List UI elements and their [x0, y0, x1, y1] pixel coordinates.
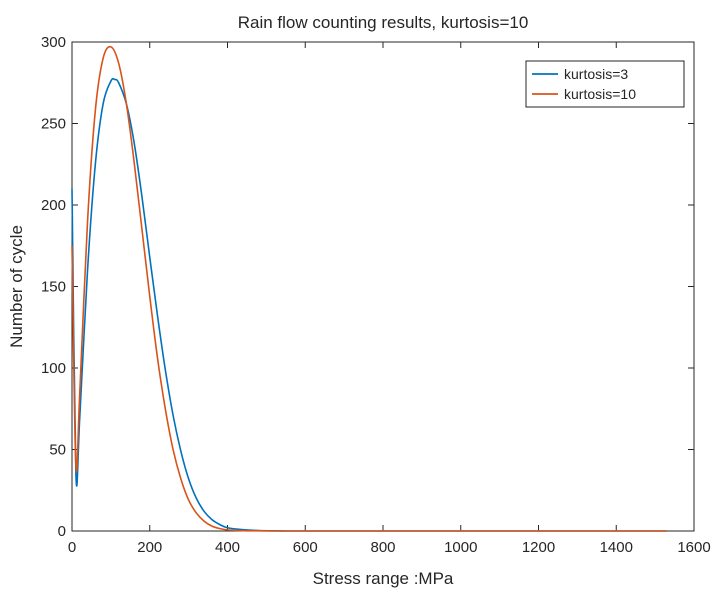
x-tick-label: 0 [68, 539, 76, 556]
legend-label-1: kurtosis=3 [564, 66, 628, 82]
chart-title: Rain flow counting results, kurtosis=10 [238, 13, 529, 32]
y-axis-title: Number of cycle [7, 225, 26, 348]
y-tick-label: 250 [41, 116, 66, 133]
plot-area: 0 200 400 600 800 1000 1200 1400 1600 0 50 100 150 20… [41, 34, 711, 556]
y-tick-label: 50 [49, 442, 66, 459]
y-tick-label: 0 [58, 523, 66, 540]
x-axis-title: Stress range :MPa [313, 569, 454, 588]
x-tick-label: 1400 [600, 539, 633, 556]
x-tick-label: 600 [293, 539, 318, 556]
y-tick-label: 200 [41, 197, 66, 214]
y-tick-label: 100 [41, 360, 66, 377]
x-tick-label: 400 [215, 539, 240, 556]
series-line-2 [71, 45, 667, 532]
legend-label-2: kurtosis=10 [564, 86, 636, 102]
legend-box [525, 60, 685, 108]
y-tick-label: 150 [41, 279, 66, 296]
x-tick-label: 1000 [444, 539, 477, 556]
x-tick-label: 800 [370, 539, 395, 556]
x-tick-label: 1600 [677, 539, 710, 556]
x-tick-label: 1200 [522, 539, 555, 556]
x-tick-label: 200 [137, 539, 162, 556]
y-tick-label: 300 [41, 34, 66, 51]
